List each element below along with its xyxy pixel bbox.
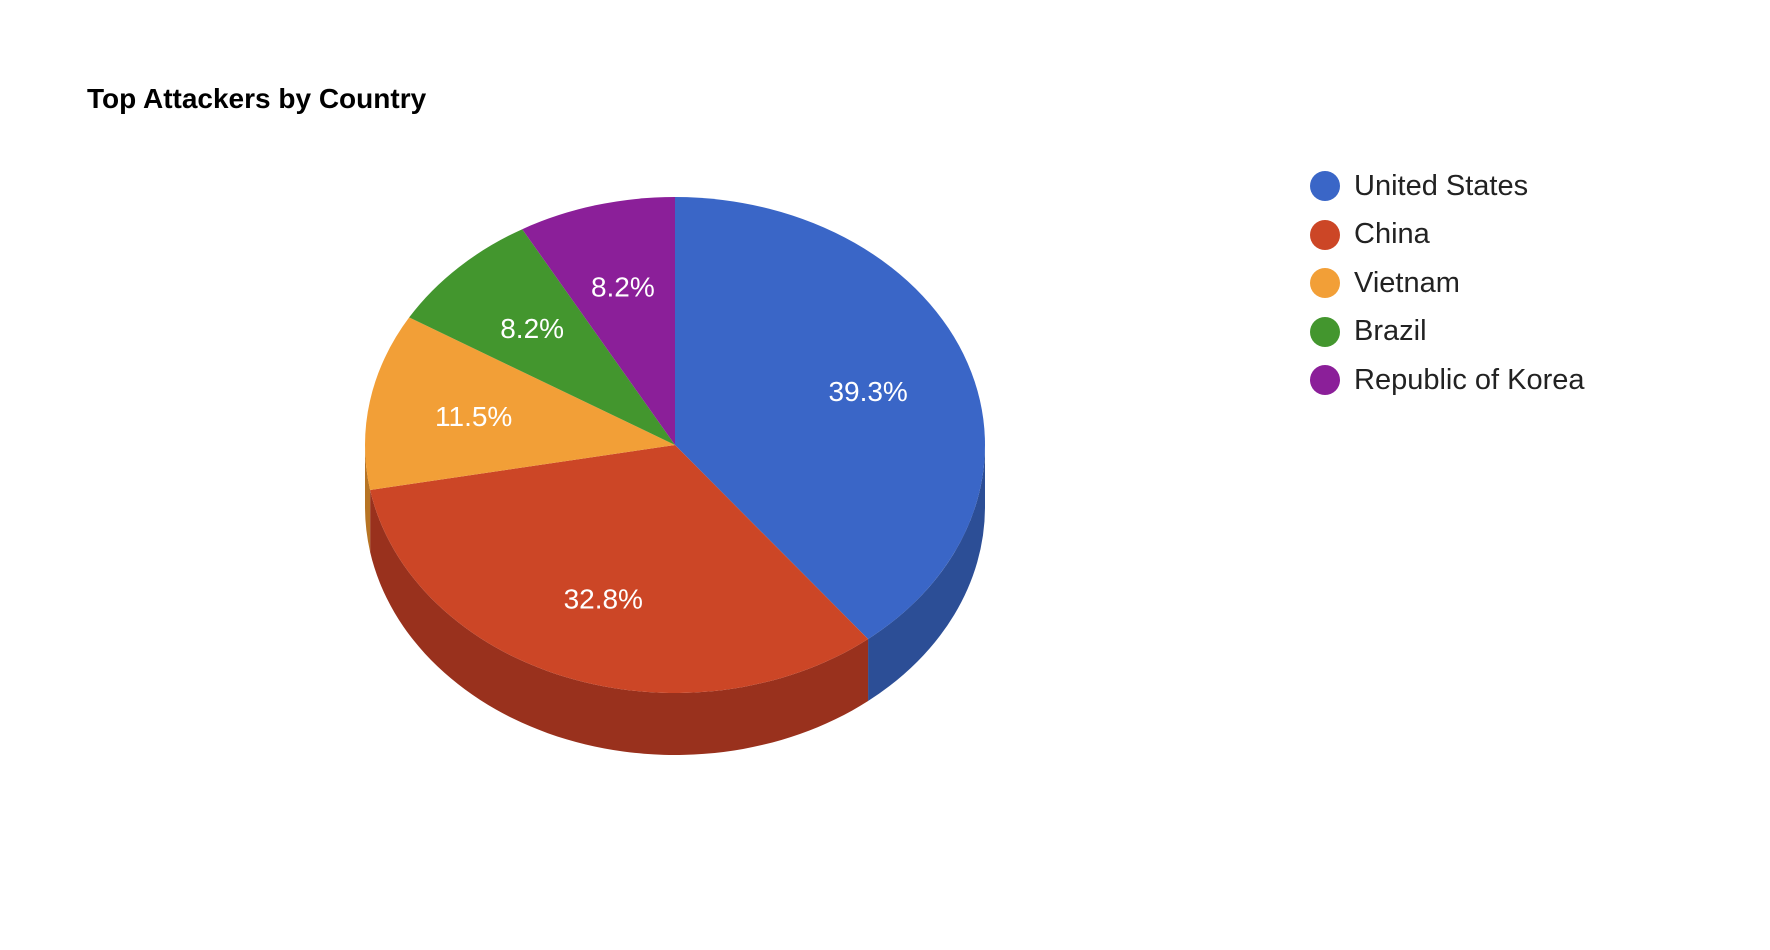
pie-label-china: 32.8% [564,583,643,614]
pie-slice-united-states[interactable] [675,197,985,640]
pie-side-vietnam [365,445,371,552]
legend: United States China Vietnam Brazil Republic … [1310,162,1585,405]
pie-slice-republic-of-korea[interactable] [522,197,675,445]
legend-label: United States [1354,169,1529,202]
pie-slice-china[interactable] [370,445,869,693]
pie-label-vietnam: 11.5% [435,401,512,432]
legend-label: Brazil [1354,315,1427,348]
pie-label-republic-of-korea: 8.2% [591,272,655,303]
legend-label: Vietnam [1354,266,1460,299]
pie-side-china [370,489,869,756]
legend-item-united-states[interactable]: United States [1310,162,1585,211]
pie-label-brazil: 8.2% [500,313,564,344]
legend-item-brazil[interactable]: Brazil [1310,308,1585,357]
pie-label-united-states: 39.3% [828,376,907,407]
pie-side-united-states [868,445,985,702]
legend-swatch [1310,365,1340,396]
legend-item-china[interactable]: China [1310,211,1585,260]
pie-slice-brazil[interactable] [409,229,675,445]
legend-item-vietnam[interactable]: Vietnam [1310,259,1585,308]
pie-slice-vietnam[interactable] [365,317,675,490]
chart-title: Top Attackers by Country [87,83,427,114]
legend-swatch [1310,316,1340,347]
legend-swatch [1310,268,1340,299]
legend-label: China [1354,218,1430,251]
legend-item-republic-of-korea[interactable]: Republic of Korea [1310,356,1585,405]
legend-swatch [1310,219,1340,250]
legend-label: Republic of Korea [1354,363,1585,396]
legend-swatch [1310,171,1340,202]
